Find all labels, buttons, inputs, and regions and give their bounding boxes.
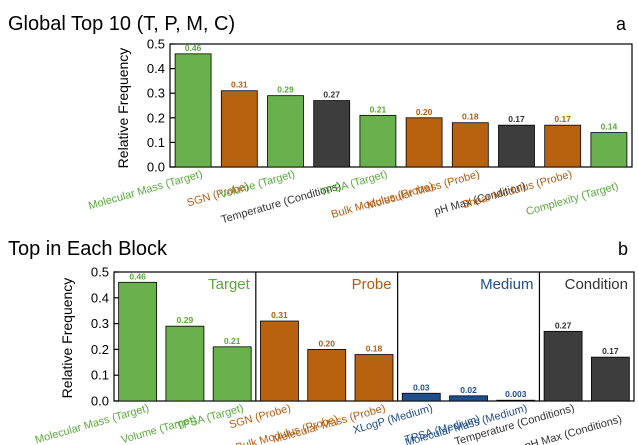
panel-a-bar [359, 114, 397, 168]
panel-a-y-tick-label: 0.5 [147, 37, 165, 52]
panel-b-value-label: 0.003 [505, 389, 527, 399]
panel-b-block-label: Target [208, 276, 251, 293]
panel-b-value-label: 0.18 [366, 344, 383, 354]
panel-a-value-label: 0.17 [508, 114, 525, 124]
panel-a-letter: a [616, 14, 627, 34]
panel-a-value-label: 0.31 [231, 80, 248, 90]
panel-b-plot: 0.0 0.1 0.2 0.3 0.4 0.5 Target Probe Medium Condi… [34, 265, 635, 445]
panel-a-value-label: 0.20 [416, 107, 433, 117]
panel-b-block-label: Condition [565, 276, 628, 293]
panel-a-bar [220, 90, 258, 168]
panel-b-bar [212, 346, 252, 402]
panel-a-bar [267, 95, 304, 168]
panel-a-plot-frame [169, 43, 633, 168]
panel-b-y-axis-label: Relative Frequency [59, 278, 75, 399]
panel-b-bar [449, 395, 488, 402]
panel-b-value-label: 0.02 [460, 385, 477, 395]
panel-a-value-label: 0.27 [323, 90, 340, 100]
panel-b-bar [590, 356, 630, 402]
panel-b-y-tick-label: 0.5 [91, 265, 109, 280]
panel-b-value-label: 0.46 [129, 271, 146, 281]
panel-b-bar [543, 330, 583, 402]
panel-a-bar [544, 124, 582, 168]
panel-b-y-tick-label: 0.2 [91, 342, 109, 357]
panel-a-bar [451, 122, 489, 168]
panel-a-x-tick-label: TPSA (Target) [319, 168, 389, 199]
panel-b-bar [165, 325, 205, 402]
panel-b-y-tick-label: 0.3 [91, 316, 109, 331]
panel-b-bar [401, 392, 441, 402]
panel-a-bar [590, 132, 628, 168]
panel-a-bar [498, 124, 535, 168]
panel-b-letter: b [618, 239, 628, 259]
panel-b-bar [496, 399, 536, 402]
panel-b-title: Top in Each Block [8, 238, 168, 260]
panel-a-value-label: 0.18 [462, 112, 479, 122]
panel-b-value-label: 0.29 [177, 315, 194, 325]
panel-a-value-label: 0.21 [370, 104, 387, 114]
panel-b-bar [354, 354, 394, 402]
panel-b-value-label: 0.31 [271, 310, 288, 320]
panel-b-value-label: 0.27 [555, 320, 572, 330]
panel-b-value-label: 0.03 [413, 382, 430, 392]
panel-a-plot: 0.0 0.1 0.2 0.3 0.4 0.5 0.46 Molecular Mass (Ta… [87, 37, 633, 226]
panel-a-bar [313, 100, 351, 168]
panel-a-y-tick-label: 0.4 [147, 61, 165, 76]
panel-b-block-label: Probe [352, 276, 392, 293]
panel-a-y-tick-label: 0.3 [147, 86, 165, 101]
panel-b-bar [307, 348, 347, 402]
panel-b-y-tick-label: 0.0 [91, 394, 109, 409]
panel-b-value-label: 0.21 [224, 336, 241, 346]
panel-a-y-axis-label: Relative Frequency [115, 48, 131, 169]
panel-b-bar [118, 281, 158, 402]
panel-a-x-tick-label: Molecular Mass (Target) [87, 168, 204, 212]
panel-a-value-label: 0.46 [185, 43, 202, 53]
panel-a-y-tick-label: 0.1 [147, 135, 165, 150]
panel-a-bar [174, 53, 212, 168]
panel-a-y-tick-label: 0.0 [147, 160, 165, 175]
panel-b-block-label: Medium [480, 276, 533, 293]
panel-a-value-label: 0.17 [554, 114, 571, 124]
panel-a-bar [405, 117, 443, 168]
panel-a-title: Global Top 10 (T, P, M, C) [8, 13, 235, 35]
panel-b-value-label: 0.17 [602, 346, 619, 356]
panel-a-value-label: 0.29 [277, 85, 294, 95]
panel-a-y-tick-label: 0.2 [147, 110, 165, 125]
panel-b-y-tick-label: 0.1 [91, 368, 109, 383]
panel-b-bar [260, 320, 299, 402]
panel-a-value-label: 0.14 [601, 122, 618, 132]
panel-b-y-tick-label: 0.4 [91, 290, 109, 305]
panel-b-value-label: 0.20 [318, 338, 335, 348]
